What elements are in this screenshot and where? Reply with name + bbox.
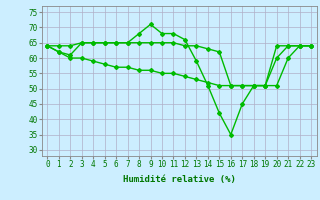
- X-axis label: Humidité relative (%): Humidité relative (%): [123, 175, 236, 184]
